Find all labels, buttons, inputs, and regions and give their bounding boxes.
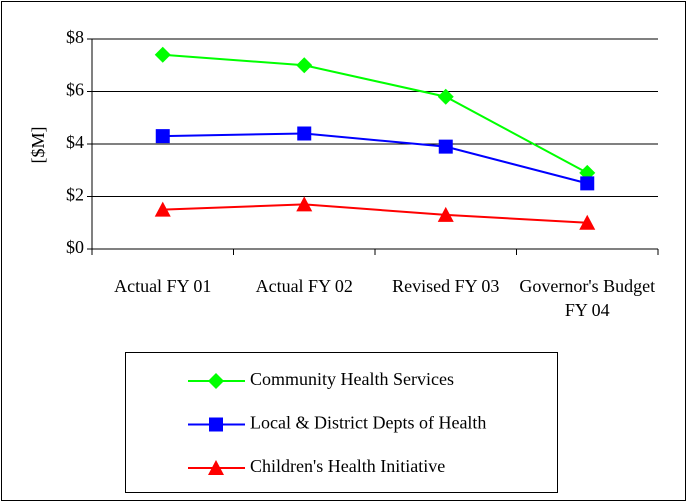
x-tick-label: Governor's Budget FY 04 [519,276,656,320]
legend-box [125,352,558,493]
x-tick-label: Actual FY 02 [255,276,353,296]
legend-marker [208,373,224,389]
data-point [437,206,454,222]
data-point [296,57,313,74]
y-tick-label: $8 [66,27,84,47]
data-point [154,201,171,217]
x-tick-label: Actual FY 01 [114,276,212,296]
y-tick-label: $4 [66,132,84,152]
series-line [162,53,588,174]
y-tick-label: $2 [66,185,84,205]
series-line [162,132,588,185]
data-point [437,88,454,105]
x-tick-label: Revised FY 03 [392,276,500,296]
y-axis-label: [$M] [28,127,48,164]
data-point [438,139,453,154]
legend-label: Children's Health Initiative [250,456,445,476]
y-tick-label: $0 [66,237,84,257]
y-tick-label: $6 [66,80,84,100]
legend-label: Community Health Services [250,369,454,389]
legend-label: Local & District Depts of Health [250,413,486,433]
data-point [154,46,171,63]
legend-marker [209,417,223,432]
data-point [580,176,595,191]
data-point [296,196,313,212]
series-line [162,203,588,224]
data-point [579,214,596,230]
data-point [155,129,170,144]
data-point [297,126,312,141]
legend-marker [208,460,224,475]
